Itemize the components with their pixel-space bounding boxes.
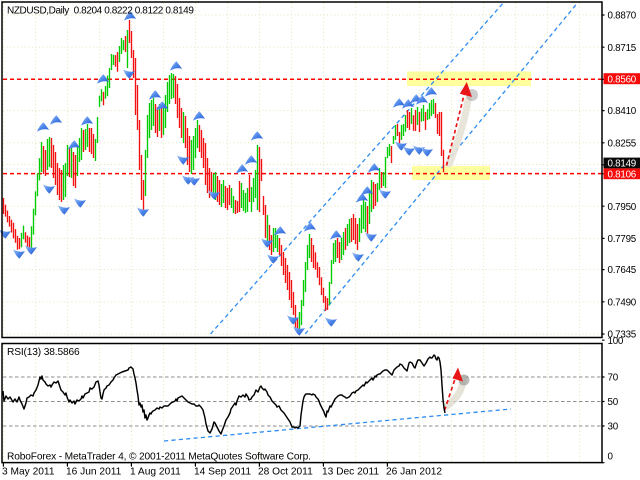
svg-text:16 Jun 2011: 16 Jun 2011 xyxy=(66,467,122,478)
svg-text:3 May 2011: 3 May 2011 xyxy=(2,467,55,478)
svg-text:14 Sep 2011: 14 Sep 2011 xyxy=(194,467,251,478)
svg-text:NZDUSD,Daily 0.8204 0.8222 0.: NZDUSD,Daily 0.8204 0.8222 0.8122 0.8149 xyxy=(7,6,194,17)
svg-text:RoboForex - MetaTrader 4, © 20: RoboForex - MetaTrader 4, © 2001-2011 Me… xyxy=(7,452,311,463)
svg-text:100: 100 xyxy=(608,336,624,347)
svg-text:30: 30 xyxy=(608,422,619,433)
svg-text:0: 0 xyxy=(608,452,614,463)
svg-text:0.7645: 0.7645 xyxy=(608,265,637,276)
svg-text:0.8106: 0.8106 xyxy=(608,169,637,180)
svg-text:50: 50 xyxy=(608,397,619,408)
svg-text:0.8560: 0.8560 xyxy=(608,74,637,85)
svg-text:0.7490: 0.7490 xyxy=(608,297,637,308)
svg-text:RSI(13) 38.5866: RSI(13) 38.5866 xyxy=(7,347,80,358)
svg-text:0.8715: 0.8715 xyxy=(608,43,637,54)
svg-text:28 Oct 2011: 28 Oct 2011 xyxy=(258,467,313,478)
svg-text:0.8870: 0.8870 xyxy=(608,11,637,22)
svg-text:26 Jan 2012: 26 Jan 2012 xyxy=(386,467,442,478)
svg-text:0.8255: 0.8255 xyxy=(608,138,637,149)
svg-text:13 Dec 2011: 13 Dec 2011 xyxy=(322,467,379,478)
svg-text:0.8149: 0.8149 xyxy=(608,159,636,170)
svg-text:0.7950: 0.7950 xyxy=(608,202,637,213)
svg-text:0.7335: 0.7335 xyxy=(608,330,637,341)
svg-text:0.7795: 0.7795 xyxy=(608,234,637,245)
svg-text:70: 70 xyxy=(608,373,619,384)
svg-text:0.8410: 0.8410 xyxy=(608,106,637,117)
svg-text:1 Aug 2011: 1 Aug 2011 xyxy=(130,467,181,478)
